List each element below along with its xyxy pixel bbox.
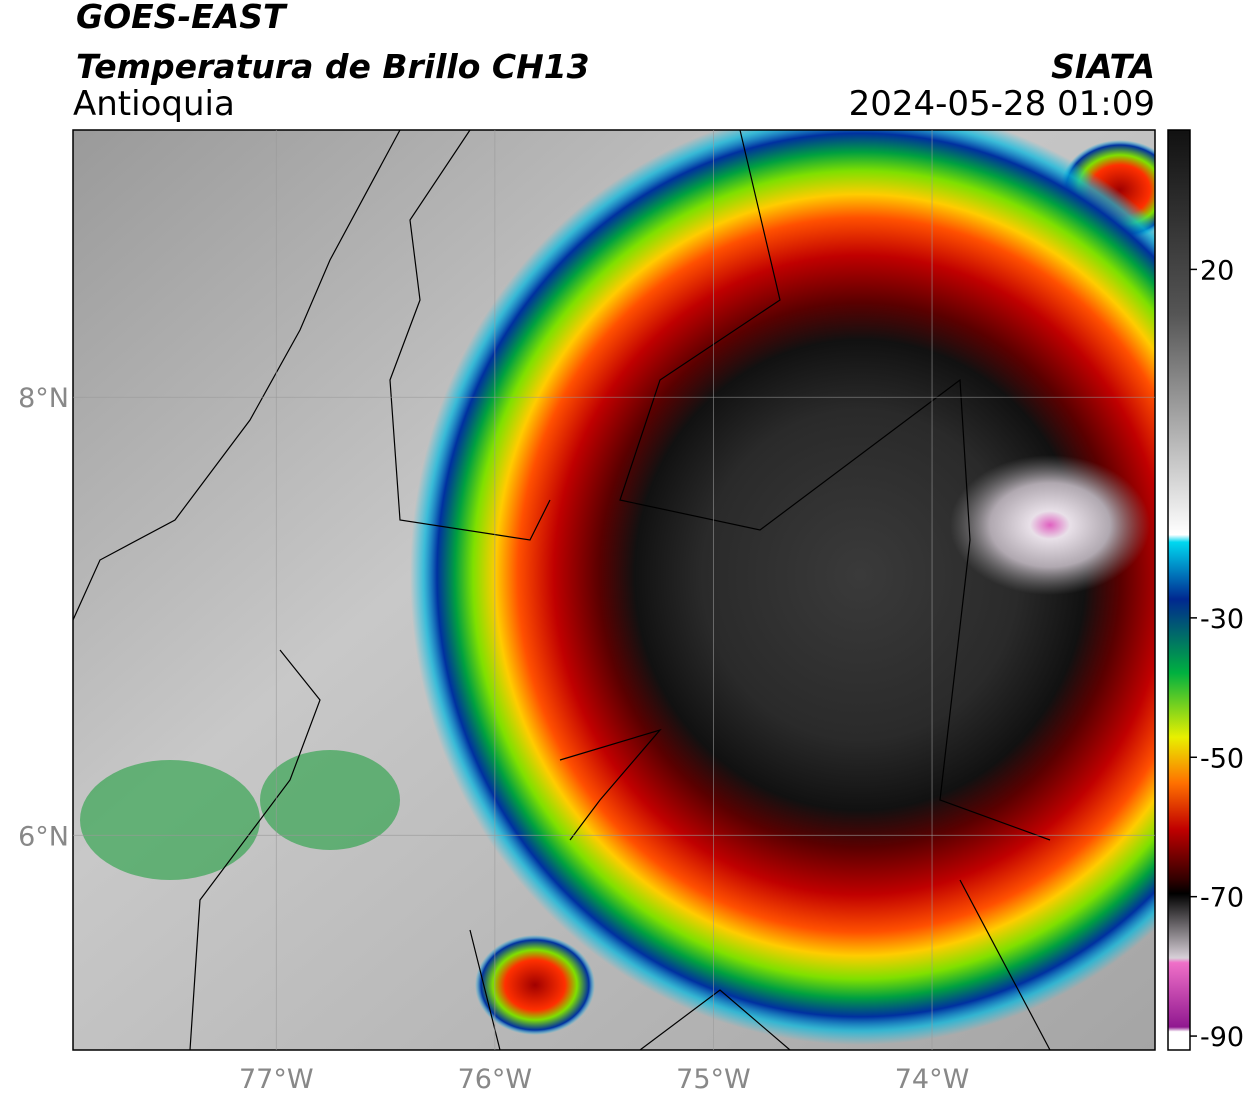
lon-tick-label: 75°W	[676, 1064, 751, 1095]
colorbar-tick-label: -50	[1200, 743, 1244, 774]
lat-tick-label: 6°N	[18, 821, 69, 852]
colorbar	[1167, 129, 1191, 1051]
satellite-name: GOES-EAST	[76, 0, 288, 36]
colorbar-tick-label: -90	[1200, 1022, 1244, 1053]
lon-tick-label: 76°W	[458, 1064, 533, 1095]
map-frame	[72, 129, 1156, 1051]
lon-tick-label: 74°W	[895, 1064, 970, 1095]
lon-tick-label: 77°W	[239, 1064, 314, 1095]
datetime: 2024-05-28 01:09	[849, 84, 1155, 124]
lat-tick-label: 8°N	[18, 383, 69, 414]
colorbar-tick-label: 20	[1200, 255, 1234, 286]
product-title: Temperatura de Brillo CH13	[76, 47, 590, 86]
agency: SIATA	[1051, 47, 1155, 86]
colorbar-tick-label: -70	[1200, 883, 1244, 914]
satellite-image	[73, 130, 1155, 1050]
region: Antioquia	[73, 84, 235, 124]
colorbar-tick-label: -30	[1200, 604, 1244, 635]
